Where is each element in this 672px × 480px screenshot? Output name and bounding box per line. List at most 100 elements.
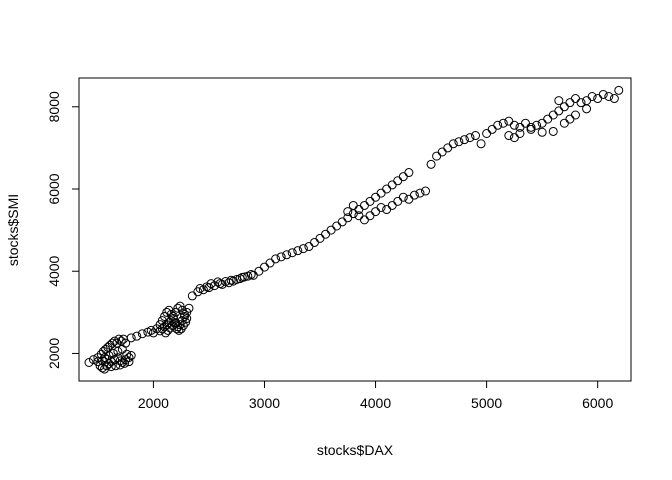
data-point (376, 203, 386, 213)
x-tick-label: 5000 (471, 395, 502, 411)
data-point (326, 225, 336, 235)
data-point (354, 211, 364, 221)
data-point (213, 277, 223, 287)
data-point (448, 139, 458, 149)
data-point (565, 98, 575, 108)
data-point (359, 200, 369, 210)
data-point (471, 131, 481, 141)
data-point (404, 168, 414, 178)
data-point (382, 205, 392, 215)
data-point (254, 266, 264, 276)
data-point (509, 120, 519, 130)
data-point (107, 338, 117, 348)
data-point (437, 147, 447, 157)
data-point (235, 274, 245, 284)
data-point (114, 334, 124, 344)
data-point (498, 118, 508, 128)
data-point (409, 190, 419, 200)
data-point (387, 180, 397, 190)
data-point (393, 196, 403, 206)
x-tick-label: 4000 (360, 395, 391, 411)
data-point (181, 317, 191, 327)
data-point (120, 358, 130, 368)
data-point (432, 151, 442, 161)
data-point (113, 346, 123, 356)
data-point (110, 336, 120, 346)
data-point (343, 207, 353, 217)
data-point (614, 85, 624, 95)
data-point (476, 139, 486, 149)
data-point (259, 262, 269, 272)
data-point (570, 110, 580, 120)
data-point (88, 355, 98, 365)
y-axis-ticks: 2000 4000 6000 8000 (46, 91, 79, 369)
data-point (532, 120, 542, 130)
data-point (598, 89, 608, 99)
data-point (97, 356, 107, 366)
data-point (359, 215, 369, 225)
data-point (187, 291, 197, 301)
data-point (265, 258, 275, 268)
data-point (365, 196, 375, 206)
data-point (115, 360, 125, 370)
data-point (174, 325, 184, 335)
data-point (102, 354, 112, 364)
data-point (537, 127, 547, 137)
data-point (487, 124, 497, 134)
data-point (115, 356, 125, 366)
data-point (504, 131, 514, 141)
data-point (609, 94, 619, 104)
data-point (426, 159, 436, 169)
data-point (559, 118, 569, 128)
data-point (117, 344, 127, 354)
data-point (184, 303, 194, 313)
data-point (554, 106, 564, 116)
data-point (382, 184, 392, 194)
data-point (124, 357, 134, 367)
data-point (282, 250, 292, 260)
x-axis-label: stocks$DAX (317, 442, 394, 458)
data-point (454, 137, 464, 147)
y-tick-label: 2000 (46, 338, 62, 369)
data-point (93, 357, 103, 367)
data-point (163, 325, 173, 335)
data-point (387, 200, 397, 210)
data-point (246, 270, 256, 280)
data-point (170, 318, 180, 328)
data-point (526, 124, 536, 134)
data-point (570, 94, 580, 104)
data-point (287, 248, 297, 258)
data-point (206, 279, 216, 289)
data-point (554, 96, 564, 106)
data-point (217, 279, 227, 289)
data-point (526, 122, 536, 132)
data-point (304, 242, 314, 252)
data-point (348, 200, 358, 210)
data-point (162, 307, 172, 317)
x-tick-label: 2000 (138, 395, 169, 411)
data-point (398, 192, 408, 202)
data-point (543, 114, 553, 124)
data-point (398, 172, 408, 182)
data-point (161, 328, 171, 338)
data-point (146, 325, 156, 335)
data-point (493, 120, 503, 130)
data-point (582, 104, 592, 114)
data-point (393, 176, 403, 186)
data-point (365, 211, 375, 221)
data-point (97, 363, 107, 373)
data-point (482, 129, 492, 139)
data-point (173, 303, 183, 313)
data-point (239, 272, 249, 282)
x-tick-label: 3000 (249, 395, 280, 411)
data-point (465, 133, 475, 143)
data-point (565, 114, 575, 124)
data-point (271, 254, 281, 264)
data-point (537, 118, 547, 128)
x-tick-label: 6000 (582, 395, 613, 411)
data-point (604, 92, 614, 102)
data-point (293, 246, 303, 256)
data-point (132, 331, 142, 341)
data-point (195, 283, 205, 293)
